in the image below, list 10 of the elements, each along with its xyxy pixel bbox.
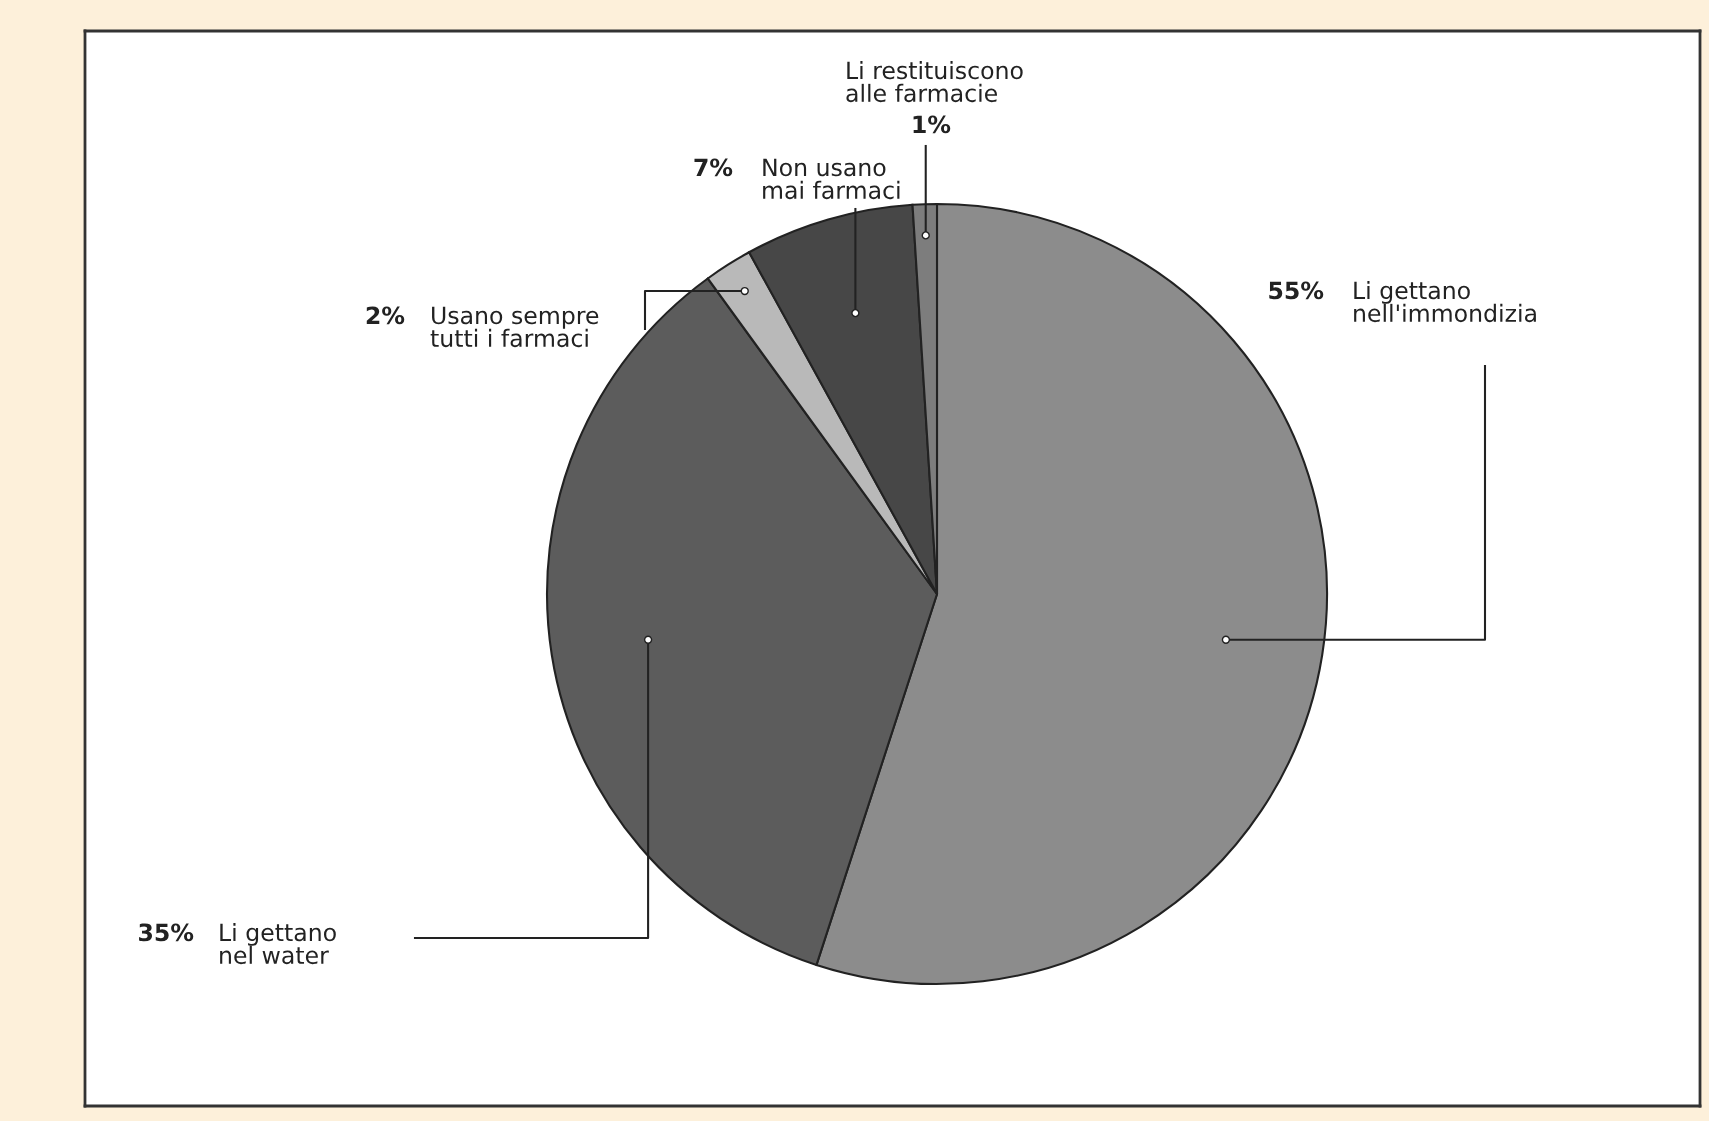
slice-label: Li restituiscono alle farmacie	[846, 61, 1023, 103]
data-label: 7%	[694, 158, 733, 177]
legend-label: Usano sempre tutti i farmaci	[430, 306, 599, 348]
slice-label: Non usano mai farmaci	[763, 158, 900, 200]
data-label: 55%	[1269, 281, 1324, 300]
slice-label: Li gettano nell'immondizia	[1354, 281, 1536, 323]
slice-label: Li gettano nel water	[220, 923, 336, 965]
data-label: 2%	[366, 306, 405, 325]
data-label: 1%	[913, 115, 951, 134]
data-label: 35%	[139, 923, 194, 942]
